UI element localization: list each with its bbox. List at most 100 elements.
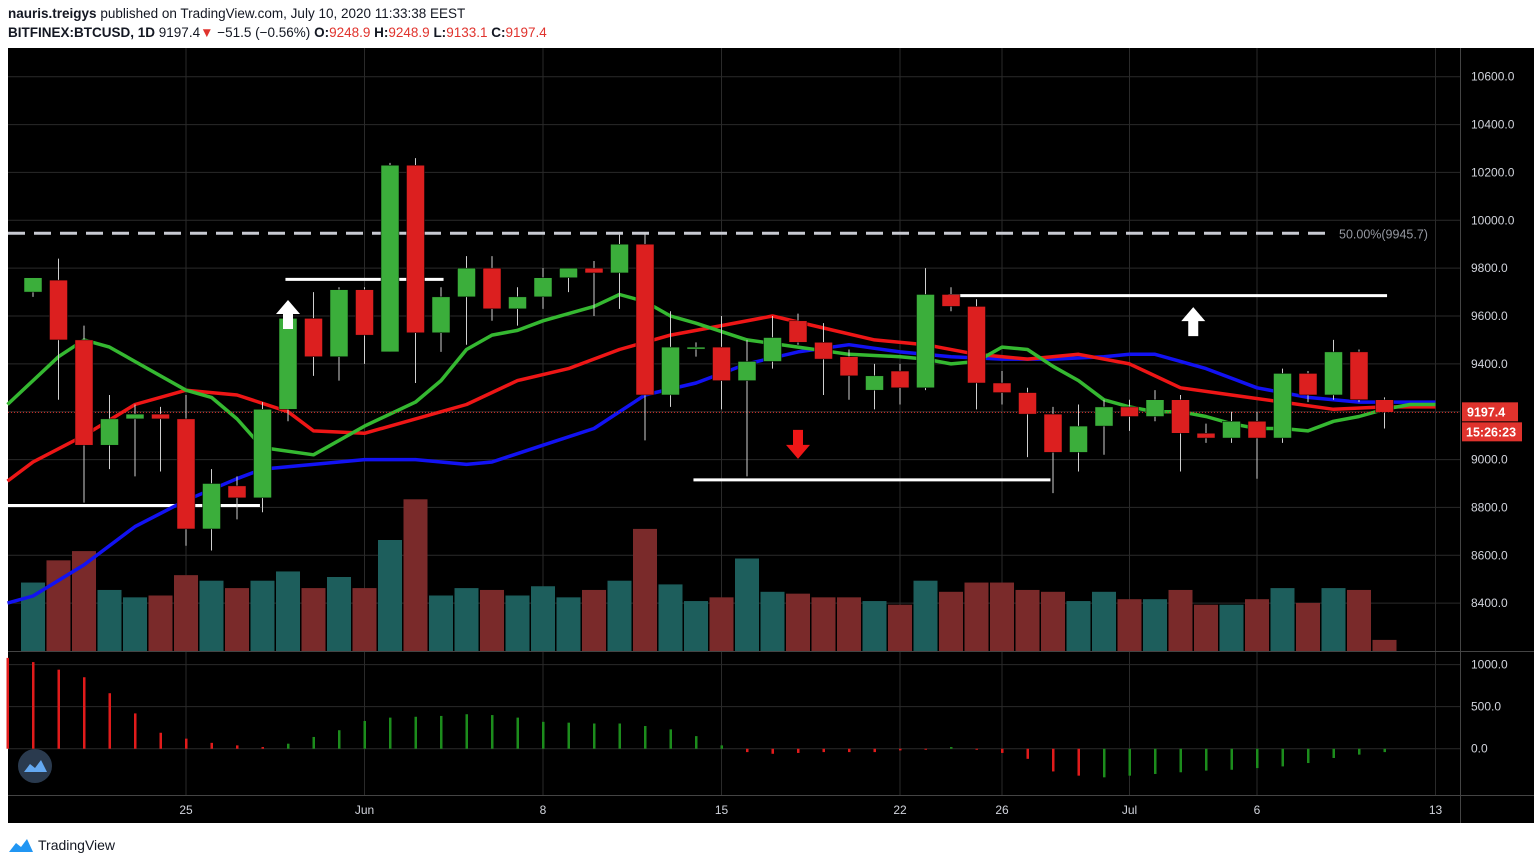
volume-bar [735,558,759,651]
macd-histogram-bar [261,747,264,749]
volume-bar [1168,589,1193,651]
candle-up [865,375,884,391]
candle-down [1120,406,1139,417]
volume-bar [1245,599,1269,651]
price-tick-label: 10200.0 [1471,165,1515,179]
candle-up [431,296,451,334]
macd-tick-label: 500.0 [1471,700,1501,714]
volume-bars [21,499,1397,651]
volume-bar [123,597,147,651]
candle-down [967,306,986,384]
price-tick-label: 10600.0 [1471,70,1515,84]
volume-bar [709,597,734,651]
volume-bar [607,580,632,651]
volume-bar [174,575,198,651]
price-tick-label: 10000.0 [1471,213,1515,227]
macd-histogram-bar [185,738,188,749]
volume-bar [760,591,785,651]
volume-bar [97,589,122,651]
macd-histogram-bar [134,713,137,749]
price-tick-label: 9000.0 [1471,453,1508,467]
candle-down [584,267,604,274]
price-labels: 9197.4 15:26:23 [1462,402,1522,442]
macd-histogram-bar [440,715,443,749]
volume-bar [1194,604,1218,651]
candle-up [559,267,578,278]
macd-histogram-bar [695,736,698,749]
candle-down [406,165,425,333]
macd-histogram-bar [618,723,621,749]
tradingview-watermark-icon[interactable] [18,749,52,783]
volume-bar [862,601,887,651]
author-name[interactable]: nauris.treigys [8,6,97,21]
candle-up [737,361,757,381]
candle-down [355,289,374,336]
macd-histogram-bar [644,726,647,749]
chart-grid [8,48,1460,795]
volume-bar [250,580,275,651]
macd-histogram-bar [516,717,519,749]
macd-histogram-bar [1307,748,1310,764]
high-label: H: [374,25,389,40]
volume-bar [429,595,453,651]
candle-up [1069,425,1088,453]
price-tick-label: 8800.0 [1471,500,1508,514]
candle-up [23,277,43,293]
time-tick-label: 6 [1254,803,1261,817]
high-value: 9248.9 [388,25,430,40]
macd-histogram-bar [363,720,366,749]
publish-date: published on TradingView.com, July 10, 2… [100,6,466,21]
candle-up [610,243,629,274]
macd-histogram-bar [746,748,749,753]
symbol-label[interactable]: BITFINEX:BTCUSD, 1D [8,25,156,40]
candle-up [533,277,553,298]
candle-down [304,318,323,357]
candle-down [839,356,859,377]
macd-histogram-bar [567,722,570,749]
candle-down [482,267,502,310]
time-tick-label: 8 [540,803,547,817]
arrow-up-icon [276,300,300,329]
volume-bar [811,597,836,651]
candle-down [890,370,910,389]
volume-bar [1015,589,1040,651]
candle-down [1043,413,1063,453]
candle-down [941,294,961,307]
volume-bar [505,595,530,651]
volume-bar [352,588,377,651]
candle-up [686,346,706,350]
candle-down [992,382,1012,393]
footer-brand[interactable]: TradingView [8,834,115,856]
volume-bar [658,584,683,651]
macd-histogram-bar [1052,748,1055,772]
macd-histogram [6,657,1386,778]
volume-bar [403,499,428,651]
macd-histogram-bar [236,745,239,749]
volume-bar [1347,589,1371,651]
volume-bar [378,540,402,651]
fibonacci-level: 50.00%(9945.7) [8,227,1428,241]
time-tick-label: Jul [1122,803,1137,817]
candle-up [1145,399,1165,417]
candle-down [814,342,833,360]
time-tick-label: 25 [179,803,193,817]
candle-down [74,339,94,446]
volume-bar [1296,602,1320,651]
macd-histogram-bar [83,677,86,749]
volume-bar [684,601,708,651]
macd-histogram-bar [491,715,494,749]
axes: 10600.0 10400.0 10200.0 10000.0 9800.0 9600.0… [179,70,1514,817]
macd-histogram-bar [975,748,978,750]
macd-histogram-bar [1179,748,1182,773]
last-price: 9197.4 [158,25,201,40]
price-tick-label: 9600.0 [1471,309,1508,323]
arrow-up-icon [1181,307,1206,337]
macd-histogram-bar [771,748,774,754]
candle-down [1298,373,1318,396]
macd-histogram-bar [159,732,162,749]
fib-level-label: 50.00%(9945.7) [1339,227,1428,241]
volume-bar [888,604,912,651]
time-tick-label: 22 [893,803,907,817]
volume-bar [1372,639,1397,651]
